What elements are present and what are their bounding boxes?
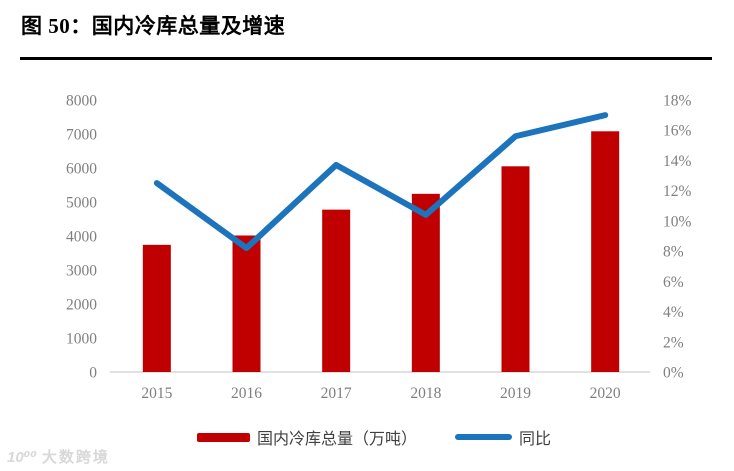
bar-2018	[411, 193, 440, 372]
left-axis-tick: 8000	[66, 93, 97, 110]
left-axis-tick: 2000	[66, 297, 97, 314]
chart-legend: 国内冷库总量（万吨） 同比	[197, 425, 551, 449]
right-axis-tick: 12%	[663, 183, 692, 200]
right-axis-tick: 14%	[663, 153, 692, 170]
title-rule	[20, 57, 712, 60]
bar-2019	[501, 166, 530, 372]
left-axis-tick: 6000	[66, 161, 97, 178]
legend-item-line: 同比	[455, 425, 551, 449]
bar-2020	[591, 131, 620, 372]
left-axis-tick: 4000	[66, 229, 97, 246]
figure-title: 图 50：国内冷库总量及增速	[21, 14, 286, 38]
right-axis-tick: 6%	[663, 274, 684, 291]
bar-2017	[322, 209, 351, 372]
growth-line	[153, 112, 609, 252]
watermark-text: 大数跨境	[41, 449, 110, 466]
line-legend-swatch-icon	[455, 434, 513, 440]
bar-legend-swatch-icon	[197, 432, 250, 442]
left-axis-tick: 3000	[66, 263, 97, 280]
x-axis-label: 2016	[231, 385, 262, 402]
right-axis-tick: 2%	[663, 334, 684, 351]
right-axis-tick: 4%	[663, 304, 684, 321]
watermark: 10⁰⁰ 大数跨境	[7, 446, 110, 467]
left-axis-tick: 5000	[66, 195, 97, 212]
right-axis-tick: 18%	[663, 93, 692, 110]
right-axis-tick: 16%	[663, 123, 692, 140]
x-axis-label: 2018	[410, 385, 441, 402]
x-axis-label: 2017	[321, 385, 352, 402]
left-axis-tick: 1000	[66, 331, 97, 348]
left-axis-tick: 0	[89, 365, 97, 382]
x-axis-label: 2020	[590, 385, 621, 402]
legend-item-bar: 国内冷库总量（万吨）	[197, 425, 417, 449]
watermark-logo-icon: 10⁰⁰	[7, 448, 37, 466]
x-axis-label: 2015	[141, 385, 172, 402]
right-axis-tick: 0%	[663, 365, 684, 382]
bar-2016	[232, 235, 261, 372]
bar-2015	[142, 244, 171, 372]
line-legend-label: 同比	[519, 431, 552, 448]
left-axis-tick: 7000	[66, 127, 97, 144]
right-axis-tick: 10%	[663, 213, 692, 230]
x-axis-label: 2019	[500, 385, 531, 402]
bar-legend-label: 国内冷库总量（万吨）	[257, 431, 418, 448]
right-axis-tick: 8%	[663, 244, 684, 261]
